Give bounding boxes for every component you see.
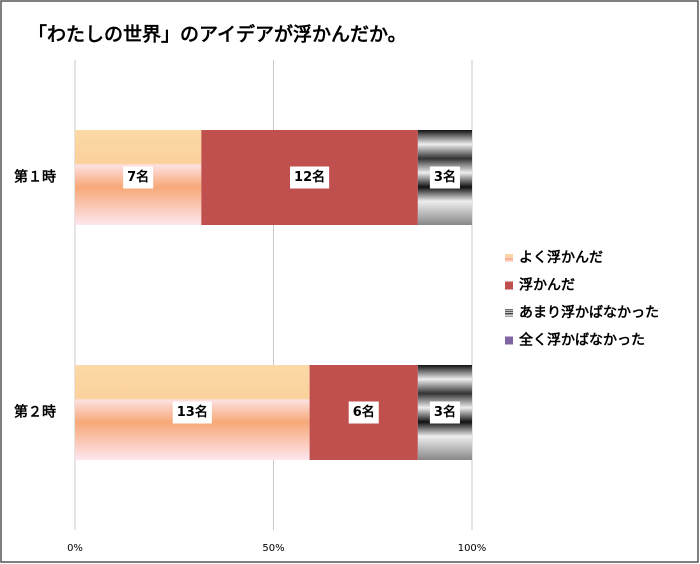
legend-swatch [505,281,513,290]
y-tick-label: 第２時 [14,404,56,421]
x-tick-label: 50% [262,543,284,554]
legend-label: 全く浮かばなかった [518,332,645,349]
value-label: 13名 [177,404,208,420]
x-tick-label: 0% [67,543,83,554]
legend-swatch [505,254,513,262]
legend-swatch [505,336,513,345]
y-tick-label: 第１時 [14,169,56,186]
value-label-box [429,401,460,424]
x-tick-label: 100% [458,543,487,554]
value-label-box [290,166,330,189]
value-label-box [123,166,154,189]
value-label-box [348,401,379,424]
value-label: 3名 [434,404,456,420]
value-label: 6名 [353,404,375,420]
value-label-box [429,166,460,189]
legend-label: あまり浮かばなかった [519,304,659,321]
value-label: 7名 [127,169,149,185]
value-label: 12名 [294,169,325,185]
legend-label: 浮かんだ [519,277,575,294]
value-label: 3名 [434,169,456,185]
value-label-box [172,401,212,424]
legend-label: よく浮かんだ [519,249,603,266]
chart-title: 「わたしの世界」のアイデアが浮かんだか。 [28,23,407,46]
legend-swatch [505,309,513,317]
